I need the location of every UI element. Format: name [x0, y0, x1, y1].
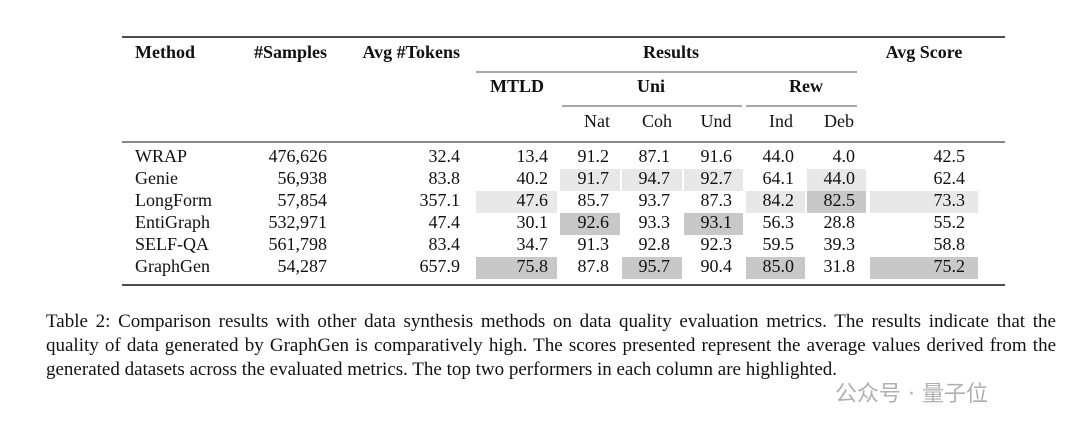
- highlight: [807, 191, 866, 213]
- cell: 91.3: [578, 234, 610, 254]
- sub-header: Ind: [769, 111, 793, 131]
- method-name: Genie: [135, 168, 178, 188]
- cell: 87.1: [639, 146, 671, 166]
- cell: 4.0: [833, 146, 856, 166]
- cell: 64.1: [763, 168, 795, 188]
- cell: 532,971: [269, 212, 328, 232]
- cell: 657.9: [420, 256, 461, 276]
- highlight: [870, 191, 978, 213]
- cell: 75.2: [934, 256, 966, 276]
- cell: 93.7: [639, 190, 671, 210]
- method-name: SELF-QA: [135, 234, 209, 254]
- cell: 47.4: [429, 212, 461, 232]
- cell: 92.7: [701, 168, 733, 188]
- header: #Samples: [254, 42, 327, 62]
- table: Method #Samples Avg #Tokens Results Avg …: [122, 36, 1005, 286]
- cell: 56,938: [278, 168, 328, 188]
- highlight: [476, 191, 557, 213]
- header: Uni: [637, 76, 665, 96]
- watermark: 公众号 · 量子位: [835, 382, 988, 407]
- header: Results: [643, 42, 699, 62]
- cell: 47.6: [517, 190, 549, 210]
- cell: 30.1: [517, 212, 549, 232]
- cell: 40.2: [517, 168, 549, 188]
- cell: 42.5: [934, 146, 966, 166]
- header: Method: [135, 42, 195, 62]
- cell: 31.8: [824, 256, 856, 276]
- cell: 75.8: [517, 256, 549, 276]
- cell: 62.4: [934, 168, 966, 188]
- cell: 82.5: [824, 190, 856, 210]
- cell: 91.2: [578, 146, 610, 166]
- cell: 90.4: [701, 256, 733, 276]
- cell: 58.8: [934, 234, 966, 254]
- highlight: [684, 213, 743, 235]
- cell: 39.3: [824, 234, 856, 254]
- cell: 92.6: [578, 212, 610, 232]
- cell: 92.8: [639, 234, 671, 254]
- cell: 357.1: [420, 190, 461, 210]
- highlight: [560, 213, 620, 235]
- sub-header: Und: [701, 111, 732, 131]
- cell: 55.2: [934, 212, 966, 232]
- cell: 73.3: [934, 190, 966, 210]
- highlight: [746, 257, 805, 279]
- cell: 28.8: [824, 212, 856, 232]
- method-name: EntiGraph: [135, 212, 210, 232]
- cell: 561,798: [269, 234, 328, 254]
- cell: 57,854: [278, 190, 328, 210]
- cell: 85.0: [763, 256, 795, 276]
- highlight: [622, 169, 682, 191]
- method-name: GraphGen: [135, 256, 210, 276]
- cell: 44.0: [763, 146, 795, 166]
- caption: Table 2: Comparison results with other d…: [46, 311, 1056, 380]
- sub-header: Coh: [642, 111, 672, 131]
- highlight: [807, 169, 866, 191]
- header: Avg Score: [886, 42, 963, 62]
- cell: 91.6: [701, 146, 733, 166]
- cell: 94.7: [639, 168, 671, 188]
- cell: 87.3: [701, 190, 733, 210]
- sub-header: Deb: [824, 111, 854, 131]
- cell: 92.3: [701, 234, 733, 254]
- cell: 34.7: [517, 234, 549, 254]
- header: Rew: [789, 76, 823, 96]
- cell: 59.5: [763, 234, 795, 254]
- sub-header: Nat: [584, 111, 610, 131]
- cell: 83.4: [429, 234, 461, 254]
- cell: 84.2: [763, 190, 795, 210]
- highlight: [476, 257, 557, 279]
- cell: 32.4: [429, 146, 461, 166]
- highlight: [870, 257, 978, 279]
- cell: 87.8: [578, 256, 610, 276]
- cell: 13.4: [517, 146, 549, 166]
- highlight: [684, 169, 743, 191]
- highlight: [622, 257, 682, 279]
- cell: 476,626: [269, 146, 328, 166]
- header: MTLD: [490, 76, 544, 96]
- cell: 93.1: [701, 212, 733, 232]
- cell: 83.8: [429, 168, 461, 188]
- cell: 54,287: [278, 256, 328, 276]
- highlight: [560, 169, 620, 191]
- cell: 44.0: [824, 168, 856, 188]
- cell: 91.7: [578, 168, 610, 188]
- method-name: LongForm: [135, 190, 212, 210]
- header: Avg #Tokens: [362, 42, 460, 62]
- method-name: WRAP: [135, 146, 187, 166]
- cell: 85.7: [578, 190, 610, 210]
- highlight: [746, 191, 805, 213]
- cell: 56.3: [763, 212, 795, 232]
- cell: 93.3: [639, 212, 671, 232]
- cell: 95.7: [639, 256, 671, 276]
